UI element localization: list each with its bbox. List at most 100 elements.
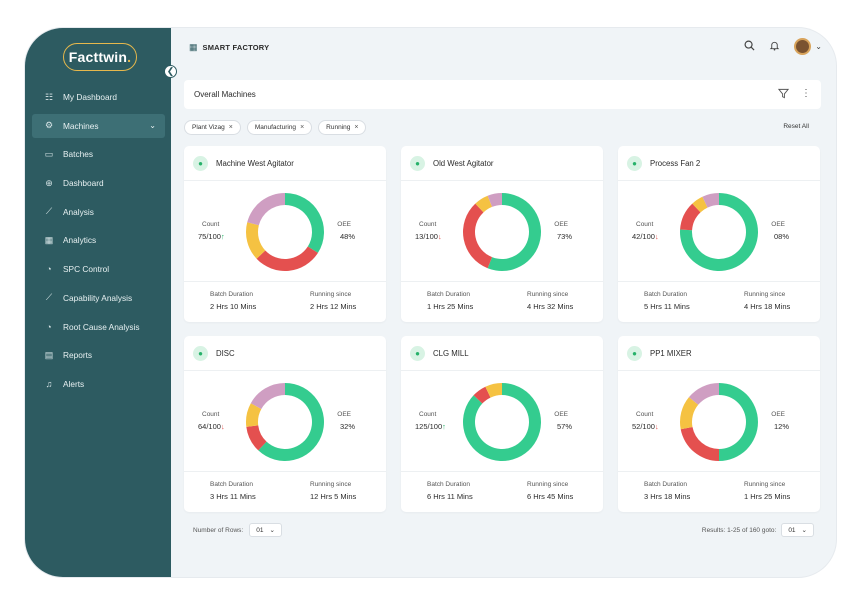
sidebar-item-spc-control[interactable]: ◔ SPC Control bbox=[32, 257, 165, 281]
sidebar-item-label: Root Cause Analysis bbox=[63, 321, 140, 332]
donut-segment-pink[interactable] bbox=[702, 193, 719, 208]
running-since-label: Running since bbox=[310, 291, 352, 298]
rows-value: 01 bbox=[256, 526, 264, 534]
running-since-value: 12 Hrs 5 Mins bbox=[310, 492, 357, 501]
card-footer: Batch Duration 3 Hrs 18 Mins Running since… bbox=[618, 472, 820, 512]
sidebar-item-root-cause-analysis[interactable]: ◔ Root Cause Analysis bbox=[32, 315, 165, 339]
card-header: ● PP1 MIXER bbox=[618, 336, 820, 371]
grid-icon: ▦ bbox=[189, 41, 198, 52]
search-icon[interactable] bbox=[744, 40, 755, 54]
donut-segment-pink[interactable] bbox=[688, 383, 719, 405]
filter-chip[interactable]: Plant Vizag × bbox=[184, 120, 241, 135]
card-footer: Batch Duration 5 Hrs 11 Mins Running since… bbox=[618, 282, 820, 322]
close-icon[interactable]: × bbox=[228, 124, 233, 131]
donut-segment-red[interactable] bbox=[246, 425, 267, 451]
rows-select[interactable]: 01 ⌄ bbox=[249, 523, 282, 537]
batch-duration-value: 2 Hrs 10 Mins bbox=[210, 302, 257, 311]
donut-chart bbox=[246, 193, 324, 271]
sidebar-item-machines[interactable]: ⚙ Machines ⌄ bbox=[32, 113, 165, 138]
machine-card[interactable]: ● Old West Agitator Count 13/100↓ OEE 73% Batc… bbox=[401, 146, 603, 322]
avatar[interactable] bbox=[794, 38, 812, 55]
sidebar-item-reports[interactable]: ▤ Reports bbox=[32, 343, 165, 367]
logo-dot: . bbox=[127, 49, 132, 65]
oee-label: OEE bbox=[554, 221, 568, 228]
machine-card[interactable]: ● Machine West Agitator Count 75/100↑ OEE 48%… bbox=[184, 146, 386, 322]
collapse-sidebar-icon[interactable]: ❮ bbox=[164, 65, 177, 78]
donut-segment-pink[interactable] bbox=[250, 383, 285, 409]
filter-chip[interactable]: Manufacturing × bbox=[246, 120, 313, 135]
logo[interactable]: Facttwin. bbox=[63, 43, 137, 71]
running-since-value: 2 Hrs 12 Mins bbox=[310, 302, 357, 311]
donut-segment-yellow[interactable] bbox=[246, 403, 262, 427]
donut-segment-pink[interactable] bbox=[487, 193, 502, 207]
running-since-label: Running since bbox=[310, 481, 352, 488]
donut-segment-green[interactable] bbox=[463, 383, 541, 461]
sidebar-item-my-dashboard[interactable]: ☷ My Dashboard bbox=[32, 85, 165, 109]
machine-card[interactable]: ● Process Fan 2 Count 42/100↓ OEE 08% Batch Du… bbox=[618, 146, 820, 322]
machine-name: DISC bbox=[216, 348, 235, 358]
running-since-label: Running since bbox=[744, 481, 786, 488]
filter-icon[interactable] bbox=[777, 88, 790, 102]
sidebar-item-label: Batches bbox=[63, 149, 93, 160]
count-value: 42/100↓ bbox=[632, 232, 659, 241]
oee-value: 57% bbox=[556, 422, 572, 431]
count-number: 125/100 bbox=[415, 422, 443, 431]
count-value: 13/100↓ bbox=[415, 232, 442, 241]
bell-icon: ♫ bbox=[45, 378, 53, 389]
bulb-icon: ● bbox=[410, 345, 425, 361]
goto-select[interactable]: 01 ⌄ bbox=[781, 523, 814, 537]
donut-segment-green[interactable] bbox=[719, 383, 758, 461]
sidebar-item-analysis[interactable]: ⟋ Analysis bbox=[32, 200, 165, 224]
chevron-down-icon[interactable]: ⌄ bbox=[815, 42, 822, 51]
sidebar-item-batches[interactable]: ▭ Batches bbox=[32, 142, 165, 166]
donut-segment-pink[interactable] bbox=[247, 193, 285, 226]
batch-duration-value: 6 Hrs 11 Mins bbox=[427, 492, 473, 501]
donut-segment-red[interactable] bbox=[680, 427, 719, 461]
count-number: 75/100 bbox=[198, 232, 221, 241]
close-icon[interactable]: × bbox=[354, 124, 359, 131]
goto-value: 01 bbox=[788, 526, 796, 534]
donut-segment-green[interactable] bbox=[258, 383, 324, 461]
donut-segment-red[interactable] bbox=[463, 203, 493, 269]
machine-name: Process Fan 2 bbox=[650, 158, 701, 168]
donut-segment-green[interactable] bbox=[680, 193, 758, 271]
donut-segment-yellow[interactable] bbox=[485, 383, 502, 398]
donut-segment-yellow[interactable] bbox=[246, 222, 266, 259]
main-content: ▦ SMART FACTORY ⌄ Overall Machines ⋮ bbox=[171, 28, 836, 577]
count-value: 125/100↑ bbox=[415, 422, 446, 431]
donut-segment-red[interactable] bbox=[680, 203, 701, 231]
donut-segment-green[interactable] bbox=[487, 193, 541, 271]
donut-segment-yellow[interactable] bbox=[475, 195, 493, 213]
more-icon[interactable]: ⋮ bbox=[801, 88, 811, 99]
donut-segment-yellow[interactable] bbox=[680, 397, 699, 430]
donut-segment-yellow[interactable] bbox=[692, 196, 708, 213]
machine-card[interactable]: ● DISC Count 64/100↓ OEE 32% Batch Duration 3 H… bbox=[184, 336, 386, 512]
logo-text: Facttwin bbox=[68, 49, 128, 65]
bell-icon[interactable] bbox=[769, 40, 780, 54]
card-body: Count 42/100↓ OEE 08% bbox=[618, 181, 820, 282]
donut-chart bbox=[463, 193, 541, 271]
donut-segment-red[interactable] bbox=[256, 246, 318, 271]
bulb-icon: ● bbox=[410, 155, 425, 171]
count-label: Count bbox=[202, 411, 220, 418]
batch-duration-label: Batch Duration bbox=[427, 481, 470, 488]
machine-card[interactable]: ● PP1 MIXER Count 52/100↓ OEE 12% Batch Durati… bbox=[618, 336, 820, 512]
sidebar-item-dashboard[interactable]: ⊕ Dashboard bbox=[32, 171, 165, 195]
sidebar-item-label: Reports bbox=[63, 350, 93, 361]
sidebar-item-analytics[interactable]: ▦ Analytics bbox=[32, 228, 165, 252]
donut-segment-red[interactable] bbox=[473, 386, 491, 404]
reset-all-link[interactable]: Reset All bbox=[783, 123, 809, 130]
close-icon[interactable]: × bbox=[300, 124, 305, 131]
filter-chip[interactable]: Running × bbox=[318, 120, 367, 135]
donut-segment-green[interactable] bbox=[285, 193, 324, 253]
sidebar-item-alerts[interactable]: ♫ Alerts bbox=[32, 372, 165, 396]
machine-card[interactable]: ● CLG MILL Count 125/100↑ OEE 57% Batch Durati… bbox=[401, 336, 603, 512]
clock-icon: ◔ bbox=[46, 321, 52, 332]
donut-chart bbox=[463, 383, 541, 461]
bulb-icon: ● bbox=[193, 155, 208, 171]
globe-icon: ⊕ bbox=[45, 177, 53, 188]
sidebar-item-capability-analysis[interactable]: ⟋ Capability Analysis bbox=[32, 286, 165, 310]
count-number: 13/100 bbox=[415, 232, 438, 241]
sidebar-item-label: SPC Control bbox=[63, 264, 110, 275]
trend-down-icon: ↓ bbox=[654, 422, 659, 431]
